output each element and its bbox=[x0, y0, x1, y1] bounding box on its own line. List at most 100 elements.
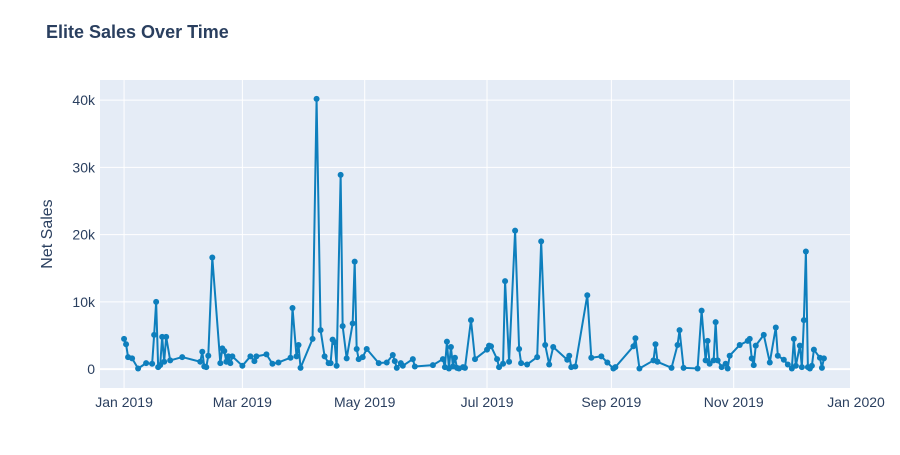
data-point[interactable] bbox=[461, 364, 468, 371]
data-point[interactable] bbox=[163, 333, 170, 340]
data-point[interactable] bbox=[247, 353, 254, 360]
data-point[interactable] bbox=[494, 356, 501, 363]
data-point[interactable] bbox=[229, 353, 236, 360]
data-point[interactable] bbox=[630, 343, 637, 350]
data-point[interactable] bbox=[772, 324, 779, 331]
data-point[interactable] bbox=[227, 360, 234, 367]
data-point[interactable] bbox=[502, 278, 509, 285]
data-point[interactable] bbox=[654, 358, 661, 365]
data-point[interactable] bbox=[550, 343, 557, 350]
data-point[interactable] bbox=[317, 327, 324, 334]
data-point[interactable] bbox=[546, 361, 553, 368]
data-point[interactable] bbox=[632, 335, 639, 342]
data-point[interactable] bbox=[411, 363, 418, 370]
data-point[interactable] bbox=[389, 352, 396, 359]
data-point[interactable] bbox=[652, 341, 659, 348]
data-point[interactable] bbox=[512, 227, 519, 234]
data-point[interactable] bbox=[714, 357, 721, 364]
data-point[interactable] bbox=[702, 357, 709, 364]
data-point[interactable] bbox=[722, 360, 729, 367]
data-point[interactable] bbox=[802, 248, 809, 255]
data-point[interactable] bbox=[205, 352, 212, 359]
data-point[interactable] bbox=[295, 341, 302, 348]
data-point[interactable] bbox=[636, 365, 643, 372]
data-point[interactable] bbox=[203, 364, 210, 371]
data-point[interactable] bbox=[239, 362, 246, 369]
data-point[interactable] bbox=[760, 331, 767, 338]
data-point[interactable] bbox=[467, 317, 474, 324]
data-point[interactable] bbox=[612, 364, 619, 371]
data-point[interactable] bbox=[808, 362, 815, 369]
data-point[interactable] bbox=[343, 355, 350, 362]
data-point[interactable] bbox=[518, 360, 525, 367]
data-point[interactable] bbox=[351, 258, 358, 265]
data-point[interactable] bbox=[179, 354, 186, 361]
data-point[interactable] bbox=[676, 327, 683, 334]
data-point[interactable] bbox=[297, 364, 304, 371]
data-point[interactable] bbox=[375, 360, 382, 367]
data-point[interactable] bbox=[746, 335, 753, 342]
data-point[interactable] bbox=[752, 342, 759, 349]
data-point[interactable] bbox=[399, 362, 406, 369]
data-point[interactable] bbox=[766, 359, 773, 366]
data-point[interactable] bbox=[429, 362, 436, 369]
data-point[interactable] bbox=[275, 359, 282, 366]
data-point[interactable] bbox=[129, 355, 136, 362]
data-point[interactable] bbox=[383, 359, 390, 366]
data-point[interactable] bbox=[810, 346, 817, 353]
data-point[interactable] bbox=[500, 360, 507, 367]
data-point[interactable] bbox=[143, 360, 150, 367]
data-point[interactable] bbox=[309, 335, 316, 342]
data-point[interactable] bbox=[409, 356, 416, 363]
data-point[interactable] bbox=[698, 307, 705, 314]
data-point[interactable] bbox=[121, 335, 128, 342]
data-point[interactable] bbox=[359, 354, 366, 361]
data-point[interactable] bbox=[704, 337, 711, 344]
data-point[interactable] bbox=[289, 304, 296, 311]
data-point[interactable] bbox=[506, 358, 513, 365]
data-point[interactable] bbox=[221, 348, 228, 355]
data-point[interactable] bbox=[157, 362, 164, 369]
data-point[interactable] bbox=[488, 343, 495, 350]
data-point[interactable] bbox=[149, 360, 156, 367]
data-point[interactable] bbox=[750, 362, 757, 369]
data-point[interactable] bbox=[339, 323, 346, 330]
data-point[interactable] bbox=[706, 360, 713, 367]
data-point[interactable] bbox=[439, 356, 446, 363]
data-point[interactable] bbox=[726, 352, 733, 359]
data-point[interactable] bbox=[784, 361, 791, 368]
data-point[interactable] bbox=[800, 317, 807, 324]
data-point[interactable] bbox=[792, 362, 799, 369]
data-point[interactable] bbox=[774, 352, 781, 359]
data-point[interactable] bbox=[293, 353, 300, 360]
data-point[interactable] bbox=[391, 358, 398, 365]
data-point[interactable] bbox=[604, 359, 611, 366]
data-point[interactable] bbox=[393, 364, 400, 371]
data-point[interactable] bbox=[151, 331, 158, 338]
data-point[interactable] bbox=[534, 354, 541, 361]
data-point[interactable] bbox=[337, 171, 344, 178]
data-point[interactable] bbox=[818, 364, 825, 371]
data-point[interactable] bbox=[251, 358, 258, 365]
data-point[interactable] bbox=[798, 364, 805, 371]
data-point[interactable] bbox=[451, 354, 458, 361]
data-point[interactable] bbox=[199, 348, 206, 355]
data-point[interactable] bbox=[588, 354, 595, 361]
data-point[interactable] bbox=[349, 320, 356, 327]
data-point[interactable] bbox=[353, 346, 360, 352]
data-point[interactable] bbox=[167, 357, 174, 364]
data-point[interactable] bbox=[718, 364, 725, 371]
data-point[interactable] bbox=[712, 319, 719, 326]
data-point[interactable] bbox=[598, 353, 605, 360]
data-point[interactable] bbox=[584, 292, 591, 299]
data-point[interactable] bbox=[253, 353, 260, 360]
data-point[interactable] bbox=[736, 341, 743, 348]
data-point[interactable] bbox=[796, 342, 803, 349]
data-point[interactable] bbox=[327, 360, 334, 367]
data-point[interactable] bbox=[443, 338, 450, 345]
data-point[interactable] bbox=[197, 358, 204, 365]
data-point[interactable] bbox=[135, 365, 142, 372]
data-point[interactable] bbox=[538, 238, 545, 245]
data-point[interactable] bbox=[161, 358, 168, 365]
data-point[interactable] bbox=[542, 341, 549, 348]
